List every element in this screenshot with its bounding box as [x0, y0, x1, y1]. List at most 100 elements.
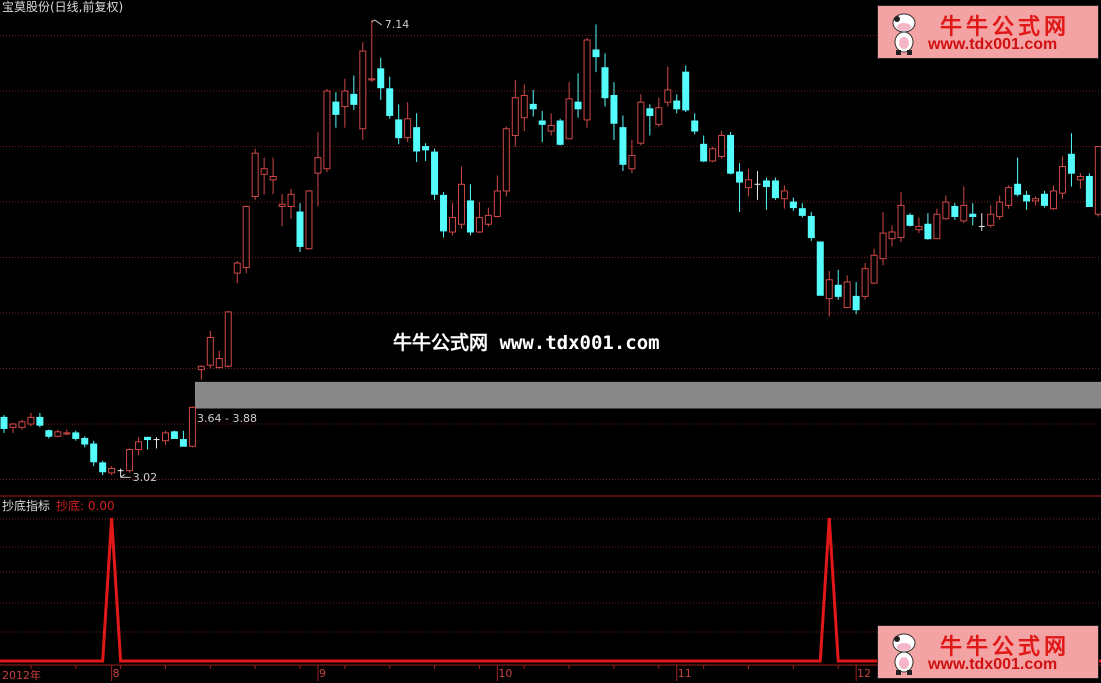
candle: [1014, 157, 1022, 197]
candle: [565, 82, 573, 140]
candle: [431, 148, 439, 200]
logo-text: 牛牛公式网: [940, 635, 1071, 660]
candle: [583, 37, 591, 128]
candle: [440, 192, 448, 238]
zone-range-label: 3.64 - 3.88: [197, 411, 257, 425]
candle: [942, 195, 950, 220]
logo-url: www.tdx001.com: [928, 656, 1058, 673]
indicator-title: 抄底指标 抄底: 0.00: [2, 499, 115, 513]
candle-body: [0, 416, 8, 429]
candle-body: [475, 217, 483, 233]
candle: [233, 260, 241, 284]
candle-body: [422, 146, 430, 151]
candle: [323, 88, 331, 173]
candle-body: [27, 416, 35, 425]
candle-body: [951, 205, 959, 217]
candle-body: [466, 200, 474, 233]
indicator-gridlines: [0, 518, 1101, 633]
candle-body: [188, 406, 196, 447]
candle: [870, 248, 878, 285]
candle: [179, 430, 187, 447]
candle: [529, 89, 537, 117]
candle: [1076, 173, 1084, 189]
candle: [215, 350, 223, 369]
candle: [90, 440, 98, 467]
candle-body: [386, 88, 394, 116]
candle: [771, 177, 779, 200]
candle-body: [449, 217, 456, 233]
candle-body: [816, 241, 824, 296]
candle: [727, 132, 735, 175]
candle-body: [350, 93, 358, 105]
candle-body: [206, 336, 214, 366]
candle-body: [413, 127, 421, 152]
logo-url: www.tdx001.com: [928, 36, 1058, 53]
candle: [1032, 196, 1040, 206]
candle-body: [431, 151, 439, 195]
candle: [906, 213, 914, 227]
candle-body: [305, 190, 313, 250]
candle: [81, 436, 89, 448]
candle: [1049, 185, 1057, 210]
candle-body: [637, 101, 645, 144]
candle-body: [404, 118, 412, 139]
candle-body: [1032, 198, 1040, 202]
candle: [547, 113, 555, 136]
candle-body: [1067, 153, 1075, 174]
candle: [296, 203, 304, 252]
candle: [664, 66, 672, 107]
candle: [153, 437, 160, 449]
candle-body: [377, 68, 385, 89]
cow-mascot-icon: [892, 13, 916, 55]
candle-body: [843, 281, 851, 308]
candle-body: [251, 152, 259, 197]
candle-body: [457, 183, 465, 225]
candle: [825, 270, 833, 317]
candle-body: [99, 462, 107, 473]
candle: [852, 281, 860, 315]
candle-body: [727, 134, 735, 174]
candle-body: [323, 90, 331, 170]
indicator-name: 抄底指标: [2, 499, 51, 513]
candle: [242, 205, 250, 274]
candle: [538, 111, 546, 143]
candle: [691, 113, 699, 135]
candle-body: [1076, 176, 1084, 181]
candle-body: [825, 279, 833, 300]
candle-body: [1023, 194, 1031, 202]
x-axis-label: 8: [112, 667, 120, 680]
candle-body: [179, 439, 187, 447]
candle-body: [170, 431, 178, 439]
candle-body: [870, 254, 878, 284]
site-logo: 牛牛公式网 www.tdx001.com: [877, 5, 1099, 59]
x-axis-label: 2012年: [2, 669, 41, 682]
candle-body: [197, 365, 205, 371]
candle-body: [628, 154, 636, 170]
candle-body: [314, 157, 322, 174]
candle: [368, 20, 376, 83]
candle-body: [538, 120, 546, 125]
candle: [18, 419, 26, 430]
candle: [350, 75, 358, 110]
candle-body: [906, 214, 914, 226]
candle-body: [664, 89, 672, 103]
candle-body: [242, 205, 250, 269]
candle: [978, 213, 985, 231]
candle: [72, 430, 80, 441]
candle: [9, 422, 17, 433]
candle: [314, 132, 322, 207]
candle: [628, 139, 636, 174]
candle-body: [969, 213, 977, 217]
candle-body: [583, 39, 591, 121]
candle: [969, 203, 977, 226]
candle-body: [619, 127, 627, 165]
cow-mascot-icon: [892, 633, 916, 675]
candle: [45, 429, 53, 439]
candle-body: [718, 134, 726, 158]
candle-body: [296, 211, 304, 247]
candle-body: [18, 421, 26, 428]
candle-body: [341, 90, 349, 108]
candle-body: [269, 176, 277, 181]
candle-body: [771, 180, 779, 199]
